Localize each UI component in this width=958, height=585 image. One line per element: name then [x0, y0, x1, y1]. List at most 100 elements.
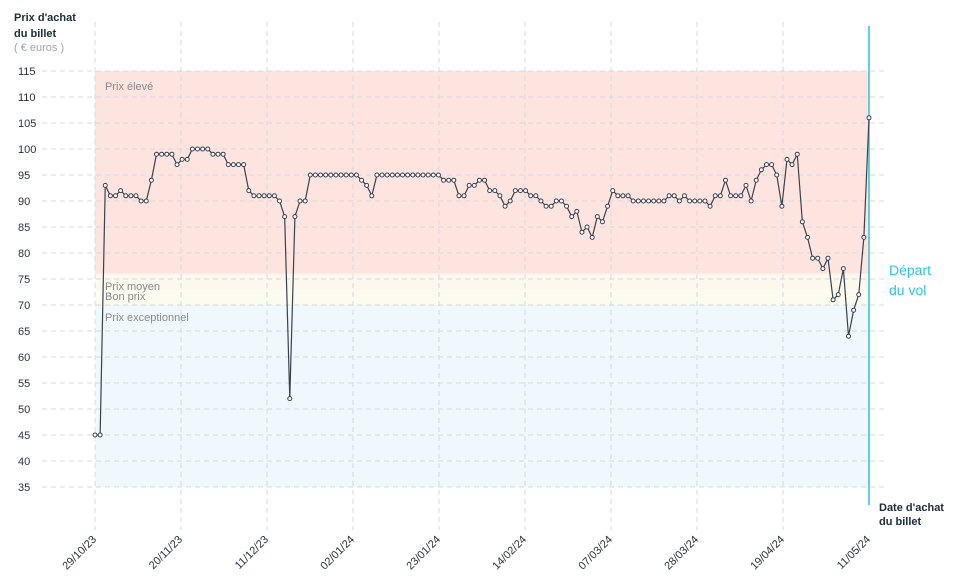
price-point-86 [533, 193, 539, 199]
price-point-30 [246, 188, 252, 194]
x-tick-label-1: 20/11/23 [147, 534, 185, 572]
price-point-134 [779, 203, 785, 209]
y-axis-ticks: 35 40 45 50 55 60 65 70 75 80 85 90 95 100 105 110 115 [18, 66, 36, 494]
price-point-35 [271, 193, 277, 199]
price-point-1 [97, 432, 103, 438]
price-point-85 [528, 193, 534, 199]
price-point-142 [820, 266, 826, 272]
price-point-62 [410, 172, 416, 178]
x-tick-label-9: 11/05/24 [835, 534, 873, 572]
departure-label-line1: Départ [889, 262, 931, 278]
price-point-69 [446, 177, 452, 183]
price-point-12 [154, 151, 160, 157]
price-point-116 [687, 198, 693, 204]
price-point-143 [825, 255, 831, 261]
price-point-75 [476, 177, 482, 183]
price-point-139 [804, 234, 810, 240]
price-point-119 [702, 198, 708, 204]
price-point-96 [584, 224, 590, 230]
price-point-44 [318, 172, 324, 178]
price-point-135 [784, 156, 790, 162]
price-point-61 [405, 172, 411, 178]
x-tick-label-8: 19/04/24 [748, 534, 787, 573]
price-point-22 [205, 146, 211, 152]
price-point-3 [107, 193, 113, 199]
price-point-0 [92, 432, 98, 438]
price-point-28 [236, 162, 242, 168]
price-point-92 [564, 203, 570, 209]
price-point-109 [651, 198, 657, 204]
price-point-47 [333, 172, 339, 178]
price-point-21 [200, 146, 206, 152]
departure-label-line2: du vol [889, 282, 926, 298]
price-point-10 [143, 198, 149, 204]
price-point-15 [169, 151, 175, 157]
price-point-112 [666, 193, 672, 199]
price-point-149 [856, 292, 862, 298]
price-point-36 [277, 198, 283, 204]
price-point-83 [517, 188, 523, 194]
price-points [92, 115, 872, 438]
price-point-126 [738, 193, 744, 199]
price-point-45 [323, 172, 329, 178]
y-axis-title-line1: Prix d'achat [14, 12, 76, 24]
price-point-37 [282, 214, 288, 220]
price-point-52 [359, 177, 365, 183]
price-point-137 [794, 151, 800, 157]
price-point-78 [492, 188, 498, 194]
price-point-94 [574, 208, 580, 214]
price-point-19 [189, 146, 195, 152]
price-point-68 [441, 177, 447, 183]
price-point-90 [553, 198, 559, 204]
price-point-105 [630, 198, 636, 204]
y-tick-label-11: 90 [18, 196, 30, 208]
price-point-34 [266, 193, 272, 199]
price-point-148 [851, 307, 857, 313]
price-point-87 [538, 198, 544, 204]
price-point-88 [543, 203, 549, 209]
price-point-14 [164, 151, 170, 157]
y-axis-unit: ( € euros ) [14, 42, 64, 54]
price-point-43 [312, 172, 318, 178]
price-point-110 [656, 198, 662, 204]
y-tick-label-2: 45 [18, 430, 30, 442]
price-point-33 [261, 193, 267, 199]
price-point-74 [471, 182, 477, 188]
price-point-117 [692, 198, 698, 204]
y-tick-label-1: 40 [18, 456, 30, 468]
price-point-114 [676, 198, 682, 204]
y-tick-label-5: 60 [18, 352, 30, 364]
price-point-97 [589, 234, 595, 240]
price-point-7 [128, 193, 134, 199]
price-point-64 [420, 172, 426, 178]
y-tick-label-4: 55 [18, 378, 30, 390]
price-point-124 [728, 193, 734, 199]
price-point-72 [461, 193, 467, 199]
price-point-16 [174, 162, 180, 168]
y-tick-label-16: 115 [18, 66, 36, 78]
price-point-101 [610, 188, 616, 194]
x-tick-label-0: 29/10/23 [60, 534, 99, 573]
band-2 [95, 289, 869, 305]
price-bands [95, 71, 869, 487]
price-point-39 [292, 214, 298, 220]
price-point-23 [210, 151, 216, 157]
price-point-133 [774, 172, 780, 178]
price-point-4 [113, 193, 119, 199]
price-point-27 [230, 162, 236, 168]
price-point-103 [620, 193, 626, 199]
price-point-140 [810, 255, 816, 261]
price-point-76 [482, 177, 488, 183]
price-point-55 [374, 172, 380, 178]
price-point-31 [251, 193, 257, 199]
price-point-104 [625, 193, 631, 199]
price-point-38 [287, 396, 293, 402]
y-tick-label-8: 75 [18, 274, 30, 286]
price-point-59 [394, 172, 400, 178]
band-label-1: Prix moyen [105, 281, 160, 293]
price-point-2 [102, 182, 108, 188]
price-point-131 [763, 162, 769, 168]
x-tick-label-3: 02/01/24 [318, 534, 357, 573]
price-point-73 [466, 182, 472, 188]
